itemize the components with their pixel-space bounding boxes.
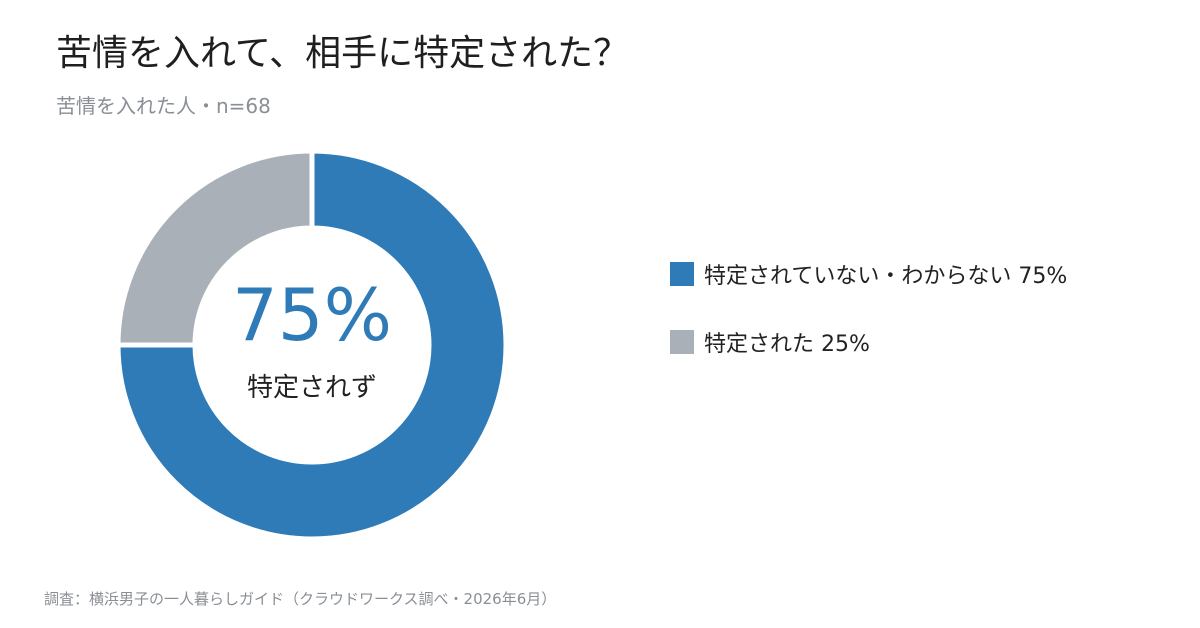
center-value: 75%: [232, 273, 392, 357]
legend-item-identified: 特定された 25%: [670, 326, 1067, 358]
legend-swatch-gray: [670, 330, 694, 354]
center-label: 特定されず: [247, 373, 377, 403]
legend-label: 特定された 25%: [704, 332, 870, 357]
donut-slice-0: [115, 148, 509, 542]
donut-slices: [115, 148, 509, 542]
legend-swatch-blue: [670, 262, 694, 286]
source-footnote: 調査：横浜男子の一人暮らしガイド（クラウドワークス調べ・2026年6月）: [44, 590, 557, 608]
legend-item-not-identified: 特定されていない・わからない 75%: [670, 258, 1067, 290]
chart-subtitle: 苦情を入れた人・n=68: [56, 94, 271, 118]
chart-title: 苦情を入れて、相手に特定された？: [56, 33, 630, 74]
legend-label: 特定されていない・わからない 75%: [704, 264, 1068, 289]
donut-chart: 75% 特定されず: [115, 148, 509, 542]
donut-slice-1: [115, 148, 315, 348]
legend: 特定されていない・わからない 75% 特定された 25%: [670, 258, 1067, 394]
